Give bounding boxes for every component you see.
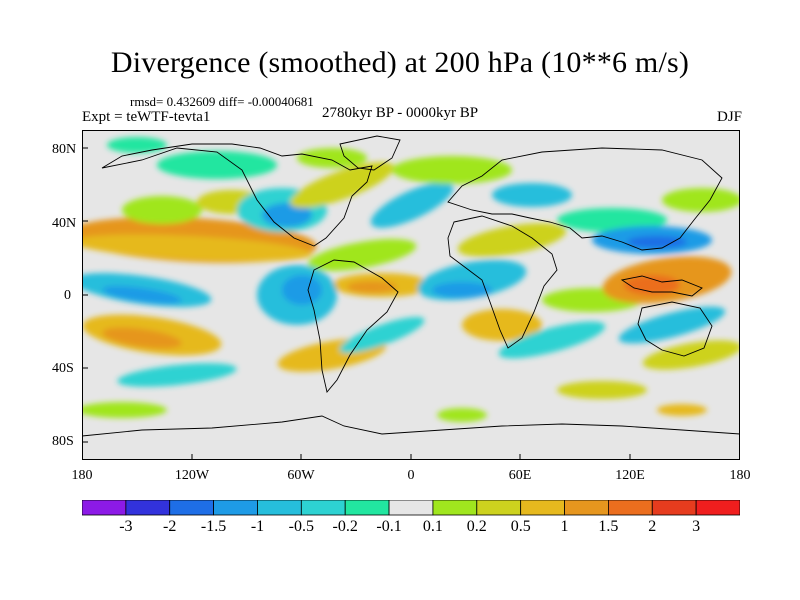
coast-south-america [307,259,399,393]
blob-eu-cyan [492,183,572,207]
blob-pac-green-n [122,196,202,224]
colorbar-swatch-3 [213,500,258,516]
colorbar [82,500,740,516]
blob-af-yellow [457,223,567,257]
colorbar-swatch-1 [125,500,171,516]
blob-pac-yellow [82,234,312,262]
tick-marks [82,147,631,460]
colorbar-label: 3 [692,518,701,535]
stats-text: rmsd= 0.432609 diff= -0.00040681 [130,94,314,109]
colorbar-swatch-13 [651,500,697,516]
lat-label-0: 0 [64,288,71,303]
blob-wp-red [624,275,680,295]
plot-title: Divergence (smoothed) at 200 hPa (10**6 … [110,46,690,79]
colorbar-swatch-12 [608,500,653,516]
season-label: DJF [716,109,742,125]
colorbar-swatch-5 [300,500,346,516]
blob-io-cyan [498,321,606,359]
colorbar-label: 1 [560,518,569,535]
blob-sa-blue [282,275,322,305]
lon-label-60e: 60E [508,468,532,483]
coastlines [82,135,740,437]
blob-greenland-green [297,148,367,168]
blob-natl-yellow [290,162,394,208]
colorbar-label: 2 [648,518,657,535]
blob-na-green [157,151,277,179]
coast-eurasia [447,147,723,251]
lon-label-60w: 60W [287,468,315,483]
colorbar-label: -1.5 [200,518,227,535]
lon-label-120w: 120W [174,468,210,483]
colorbar-swatch-10 [520,500,565,516]
field-blobs [82,137,740,422]
lat-label-40s: 40S [52,361,74,376]
blob-atl-orange [347,281,397,293]
colorbar-label: 0.2 [466,518,487,535]
blob-sp-yellow [642,340,740,370]
lat-label-80s: 80S [52,434,74,449]
colorbar-swatch-9 [476,500,522,516]
blob-pac-orange-s [102,327,182,349]
blob-wp-darkblue [627,236,687,248]
blob-so-green [437,408,487,422]
colorbar-swatch-4 [257,500,302,516]
blob-so-yellow [557,381,647,399]
blob-natl-green [307,239,417,271]
blob-natl-cyan [370,182,454,228]
blob-af-blue [432,282,492,298]
blob-so-yellow-2 [657,404,707,416]
colorbar-swatch-8 [432,500,478,516]
blob-pac-cyan-s [117,363,237,387]
coast-north-america [101,143,373,247]
colorbar-swatch-14 [695,500,740,516]
blob-pac-green-s2 [82,402,167,418]
colorbar-label: 0.5 [510,518,531,535]
colorbar-label: 1.5 [598,518,619,535]
coast-greenland [339,135,401,171]
lat-label-80n: 80N [52,142,77,157]
colorbar-label: -2 [163,518,177,535]
lon-label-0: 0 [407,468,415,483]
colorbar-label: -0.5 [288,518,314,535]
coast-africa [447,215,558,349]
period-label: 2780kyr BP - 0000kyr BP [322,105,479,121]
colorbar-swatch-2 [169,500,215,516]
divergence-map [82,130,740,460]
colorbar-label: -0.2 [332,518,358,535]
colorbar-swatch-7 [388,500,434,516]
coast-antarctica [82,415,740,437]
lon-label-180e: 180 [729,468,751,483]
blob-sa-cyan-s [339,316,425,354]
colorbar-swatch-11 [564,500,609,516]
colorbar-swatch-6 [344,500,390,516]
blob-np-green-top [107,137,167,153]
lat-label-40n: 40N [52,216,77,231]
blob-sp-cyan [618,306,726,344]
experiment-label: Expt = teWTF-tevta1 [82,109,211,125]
blob-wp-green-n [662,188,740,212]
colorbar-swatch-0 [82,500,127,516]
colorbar-label: 0.1 [422,518,443,535]
coast-maritime [620,275,703,297]
coast-australia [637,301,713,357]
blob-pac-blue-1 [102,286,182,304]
blob-eu-green [392,156,512,184]
blob-asia-green [557,208,667,232]
colorbar-label: -1 [250,518,265,535]
lon-label-180w: 180 [71,468,93,483]
blob-na-blue [262,203,312,227]
colorbar-label: -3 [119,518,133,535]
blob-io-yellow [462,309,542,341]
lon-label-120e: 120E [615,468,645,483]
colorbar-label: -0.1 [376,518,402,535]
